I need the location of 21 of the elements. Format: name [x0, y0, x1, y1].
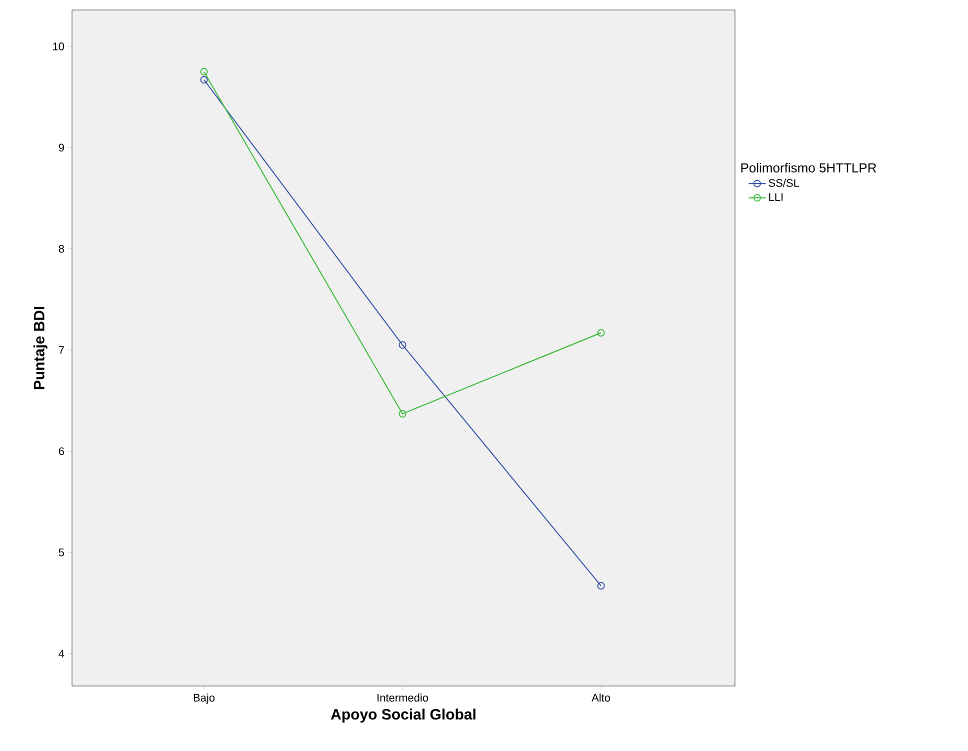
y-tick-label: 6 — [58, 447, 64, 456]
x-tick-label: Bajo — [194, 694, 215, 704]
y-tick-label: 8 — [58, 244, 64, 253]
y-tick-label: 5 — [58, 548, 64, 556]
y-tick-label: 9 — [58, 144, 64, 152]
point — [200, 76, 208, 84]
y-axis-title: Puntaje BDI — [33, 306, 48, 390]
y-tick-label: 4 — [58, 650, 64, 658]
legend-title: Polimorfismo 5HTTLPR — [741, 162, 876, 172]
x-tick-label: Intermedio — [378, 694, 428, 702]
x-axis-title: Apoyo Social Global — [330, 708, 476, 723]
point — [597, 582, 605, 590]
point — [398, 341, 406, 349]
y-tick-label: 7 — [58, 346, 64, 354]
point — [597, 329, 605, 337]
legend-label: LLI — [769, 193, 783, 201]
x-tick-label: Alto — [592, 694, 610, 702]
y-tick-label: 10 — [53, 42, 64, 50]
point — [398, 410, 406, 418]
point — [200, 68, 208, 76]
legend-label: SS/SL — [768, 178, 800, 187]
